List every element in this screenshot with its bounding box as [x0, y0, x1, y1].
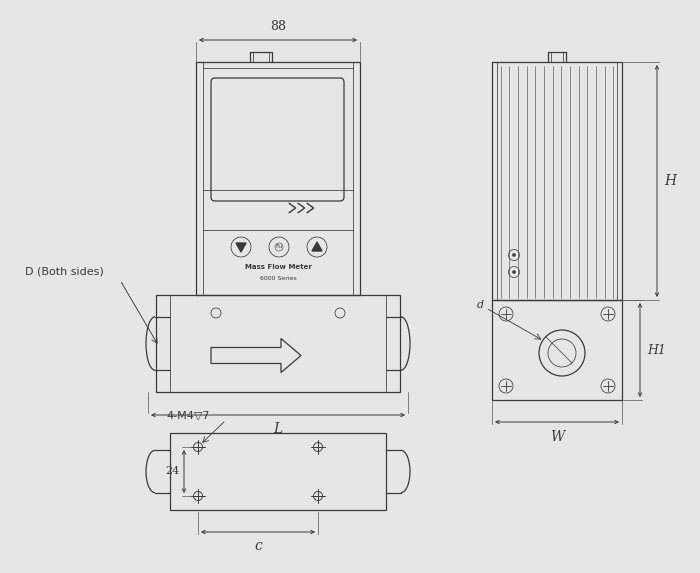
Text: H1: H1: [647, 343, 666, 356]
Text: 24: 24: [164, 466, 179, 477]
Text: Fu: Fu: [275, 245, 283, 249]
Text: L: L: [274, 422, 283, 436]
Circle shape: [512, 253, 515, 257]
Text: c: c: [254, 539, 262, 553]
Text: 88: 88: [270, 20, 286, 33]
Text: d: d: [477, 300, 484, 310]
Text: Mass Flow Meter: Mass Flow Meter: [244, 264, 312, 270]
Bar: [156, 295, 400, 392]
Text: D (Both sides): D (Both sides): [25, 267, 104, 277]
Circle shape: [512, 270, 515, 273]
Polygon shape: [312, 242, 322, 251]
Bar: [170, 433, 386, 510]
Text: 6000 Series: 6000 Series: [260, 276, 296, 281]
Text: W: W: [550, 430, 564, 444]
Text: H: H: [664, 174, 676, 188]
Polygon shape: [236, 243, 246, 252]
Text: 4-M4▽7: 4-M4▽7: [166, 410, 209, 420]
Bar: [492, 300, 622, 400]
